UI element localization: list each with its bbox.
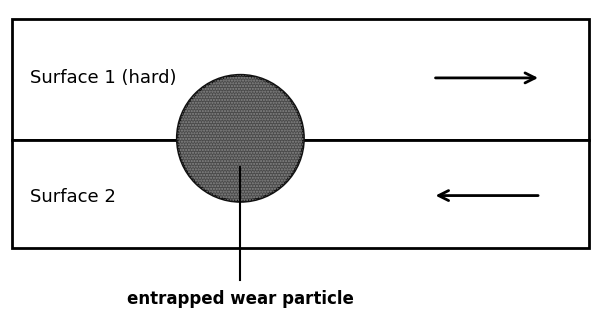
Text: Surface 2: Surface 2 [30, 188, 116, 206]
Text: Surface 1 (hard): Surface 1 (hard) [30, 69, 177, 87]
Text: entrapped wear particle: entrapped wear particle [127, 290, 354, 308]
Ellipse shape [177, 75, 304, 201]
Bar [12, 19, 589, 140]
Bar [12, 140, 589, 248]
